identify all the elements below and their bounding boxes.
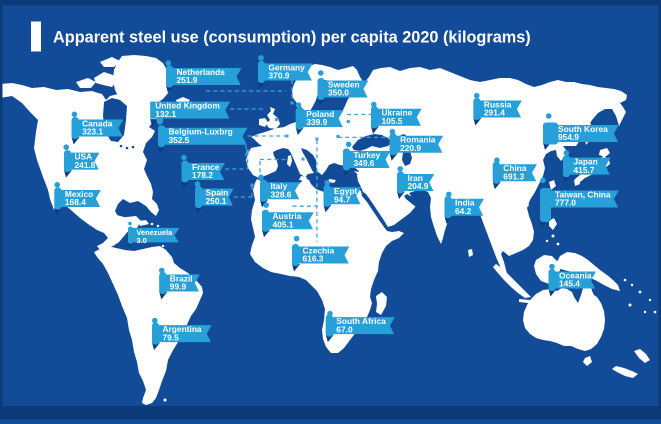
svg-text:691.3: 691.3 <box>503 172 524 182</box>
svg-text:370.9: 370.9 <box>269 71 290 81</box>
svg-text:64.2: 64.2 <box>455 206 472 216</box>
svg-text:99.9: 99.9 <box>170 282 187 292</box>
svg-text:241.8: 241.8 <box>75 160 96 170</box>
svg-text:250.1: 250.1 <box>206 196 227 206</box>
svg-text:178.2: 178.2 <box>192 170 213 180</box>
svg-text:132.1: 132.1 <box>155 109 176 119</box>
svg-text:94.7: 94.7 <box>334 194 351 204</box>
svg-text:204.9: 204.9 <box>408 181 429 191</box>
svg-text:415.7: 415.7 <box>574 165 595 175</box>
svg-text:168.4: 168.4 <box>65 197 86 207</box>
svg-text:291.4: 291.4 <box>484 108 505 118</box>
svg-text:405.1: 405.1 <box>273 219 294 229</box>
svg-text:349.6: 349.6 <box>354 158 375 168</box>
svg-text:350.0: 350.0 <box>328 88 349 98</box>
svg-text:220.9: 220.9 <box>400 143 421 153</box>
svg-text:67.0: 67.0 <box>336 324 353 334</box>
svg-text:145.4: 145.4 <box>559 279 580 289</box>
svg-text:3.0: 3.0 <box>137 236 147 245</box>
svg-text:79.5: 79.5 <box>163 332 180 342</box>
svg-text:328.6: 328.6 <box>271 189 292 199</box>
svg-text:954.9: 954.9 <box>558 132 579 142</box>
svg-text:Apparent steel use (consumptio: Apparent steel use (consumption) per cap… <box>53 29 531 47</box>
svg-text:251.9: 251.9 <box>177 75 198 85</box>
svg-text:339.9: 339.9 <box>306 117 327 127</box>
svg-text:777.0: 777.0 <box>555 198 576 208</box>
svg-text:352.5: 352.5 <box>169 135 190 145</box>
svg-text:105.5: 105.5 <box>382 116 403 126</box>
svg-text:616.3: 616.3 <box>303 254 324 264</box>
svg-text:323.1: 323.1 <box>82 127 103 137</box>
